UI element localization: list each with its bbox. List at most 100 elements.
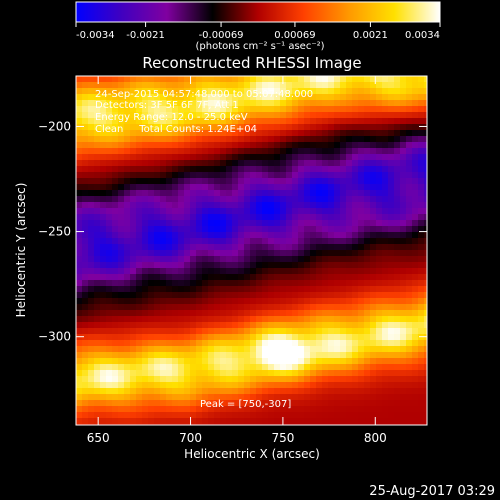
- heatmap-cell: [184, 94, 190, 100]
- heatmap-cell: [82, 322, 88, 328]
- heatmap-cell: [274, 238, 280, 244]
- heatmap-cell: [346, 130, 352, 136]
- heatmap-cell: [358, 322, 364, 328]
- heatmap-cell: [394, 172, 400, 178]
- heatmap-cell: [394, 130, 400, 136]
- heatmap-cell: [160, 82, 166, 88]
- heatmap-cell: [172, 304, 178, 310]
- heatmap-cell: [220, 358, 226, 364]
- heatmap-cell: [376, 364, 382, 370]
- heatmap-cell: [268, 322, 274, 328]
- heatmap-cell: [166, 130, 172, 136]
- heatmap-cell: [250, 352, 256, 358]
- heatmap-cell: [214, 82, 220, 88]
- heatmap-cell: [118, 406, 124, 412]
- heatmap-cell: [304, 244, 310, 250]
- heatmap-cell: [334, 298, 340, 304]
- heatmap-cell: [394, 94, 400, 100]
- heatmap-cell: [184, 244, 190, 250]
- heatmap-cell: [136, 388, 142, 394]
- heatmap-cell: [142, 124, 148, 130]
- heatmap-cell: [166, 400, 172, 406]
- heatmap-cell: [202, 346, 208, 352]
- heatmap-cell: [118, 334, 124, 340]
- heatmap-cell: [238, 370, 244, 376]
- heatmap-cell: [418, 262, 424, 268]
- heatmap-cell: [286, 112, 292, 118]
- heatmap-cell: [316, 118, 322, 124]
- heatmap-cell: [316, 286, 322, 292]
- heatmap-cell: [154, 334, 160, 340]
- heatmap-cell: [322, 136, 328, 142]
- heatmap-cell: [328, 136, 334, 142]
- heatmap-cell: [136, 112, 142, 118]
- heatmap-cell: [418, 202, 424, 208]
- heatmap-cell: [214, 76, 220, 82]
- heatmap-cell: [130, 358, 136, 364]
- heatmap-cell: [166, 94, 172, 100]
- heatmap-cell: [232, 112, 238, 118]
- heatmap-cell: [178, 82, 184, 88]
- heatmap-cell: [292, 364, 298, 370]
- heatmap-cell: [130, 286, 136, 292]
- heatmap-cell: [154, 142, 160, 148]
- heatmap-cell: [76, 382, 82, 388]
- heatmap-cell: [400, 262, 406, 268]
- x-tick-label: 750: [271, 431, 294, 445]
- heatmap-cell: [286, 88, 292, 94]
- heatmap-cell: [316, 214, 322, 220]
- heatmap-cell: [196, 310, 202, 316]
- heatmap-cell: [220, 316, 226, 322]
- heatmap-cell: [418, 382, 424, 388]
- heatmap-cell: [220, 250, 226, 256]
- heatmap-cell: [256, 124, 262, 130]
- heatmap-cell: [178, 136, 184, 142]
- heatmap-cell: [172, 406, 178, 412]
- heatmap-cell: [364, 154, 370, 160]
- heatmap-cell: [190, 178, 196, 184]
- heatmap-cell: [328, 208, 334, 214]
- heatmap-cell: [274, 328, 280, 334]
- heatmap-cell: [112, 166, 118, 172]
- heatmap-cell: [292, 292, 298, 298]
- heatmap-cell: [292, 412, 298, 418]
- heatmap-cell: [178, 268, 184, 274]
- heatmap-cell: [244, 148, 250, 154]
- heatmap-cell: [136, 364, 142, 370]
- heatmap-cell: [340, 244, 346, 250]
- heatmap-cell: [322, 388, 328, 394]
- heatmap-cell: [106, 166, 112, 172]
- heatmap-cell: [424, 88, 427, 94]
- heatmap-cell: [82, 166, 88, 172]
- heatmap-cell: [160, 130, 166, 136]
- heatmap-cell: [382, 406, 388, 412]
- heatmap-cell: [160, 358, 166, 364]
- heatmap-cell: [166, 316, 172, 322]
- heatmap-cell: [262, 154, 268, 160]
- heatmap-cell: [250, 166, 256, 172]
- heatmap-cell: [388, 382, 394, 388]
- heatmap-cell: [214, 328, 220, 334]
- heatmap-cell: [316, 298, 322, 304]
- heatmap-cell: [364, 178, 370, 184]
- heatmap-cell: [382, 160, 388, 166]
- heatmap-cell: [376, 304, 382, 310]
- heatmap-cell: [196, 196, 202, 202]
- heatmap-cell: [190, 382, 196, 388]
- heatmap-cell: [418, 400, 424, 406]
- heatmap-cell: [304, 262, 310, 268]
- heatmap-cell: [346, 292, 352, 298]
- heatmap-cell: [148, 220, 154, 226]
- heatmap-cell: [106, 238, 112, 244]
- heatmap-cell: [424, 226, 427, 232]
- heatmap-cell: [232, 352, 238, 358]
- heatmap-cell: [298, 166, 304, 172]
- heatmap-cell: [316, 202, 322, 208]
- heatmap-cell: [172, 136, 178, 142]
- heatmap-cell: [310, 214, 316, 220]
- heatmap-cell: [322, 400, 328, 406]
- heatmap-cell: [382, 184, 388, 190]
- heatmap-cell: [166, 262, 172, 268]
- heatmap-cell: [388, 358, 394, 364]
- heatmap-cell: [280, 208, 286, 214]
